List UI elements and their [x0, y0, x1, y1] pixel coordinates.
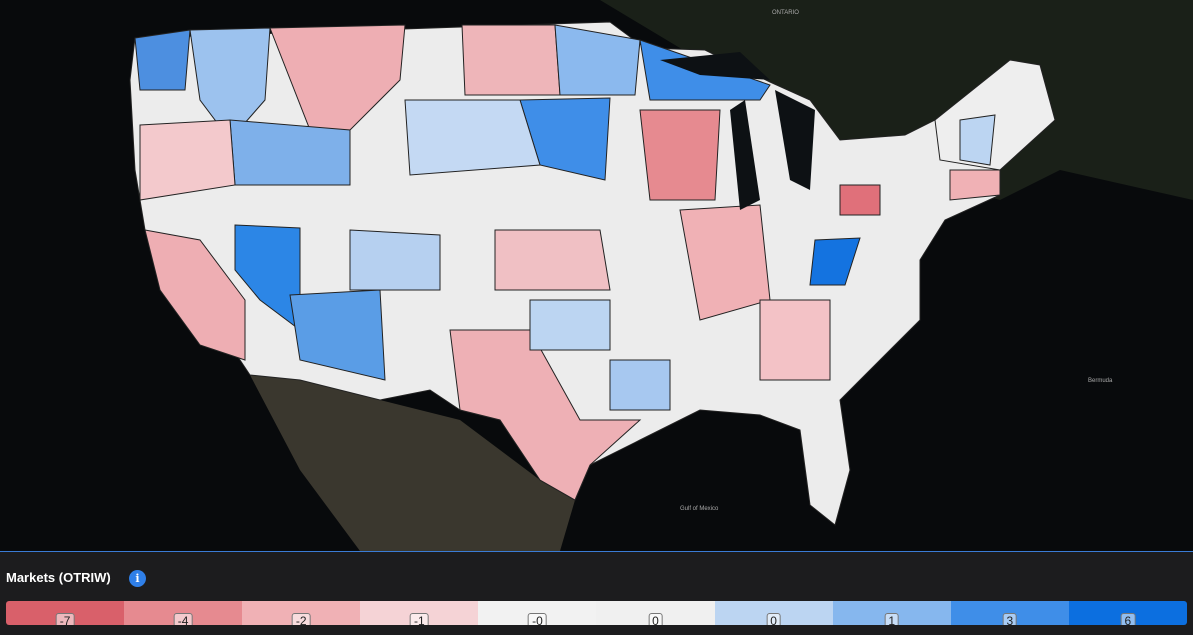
legend-label: 0: [648, 613, 663, 625]
region[interactable]: [494, 229, 611, 291]
legend-bin: -2: [242, 601, 361, 625]
lake: [730, 100, 760, 210]
legend-bin: -4: [124, 601, 243, 625]
region[interactable]: [144, 229, 246, 361]
region[interactable]: [289, 289, 386, 381]
legend-label: -0: [528, 613, 547, 625]
regions: [134, 24, 1056, 501]
region[interactable]: [461, 24, 561, 96]
legend-bin: 1: [832, 601, 951, 625]
lake: [660, 52, 770, 80]
region[interactable]: [639, 109, 721, 201]
lake: [775, 90, 815, 190]
region[interactable]: [609, 359, 671, 411]
place-label: Bermuda: [1088, 378, 1113, 384]
legend-bin: 3: [950, 601, 1069, 625]
legend-bin: -7: [6, 601, 125, 625]
legend-bin: -1: [360, 601, 479, 625]
region[interactable]: [959, 114, 996, 166]
info-icon[interactable]: i: [129, 570, 146, 587]
legend-bin: 6: [1068, 601, 1187, 625]
place-label: ONTARIO: [772, 10, 799, 16]
legend-label: -1: [409, 613, 429, 625]
region[interactable]: [349, 229, 441, 291]
region[interactable]: [839, 184, 881, 216]
region[interactable]: [809, 237, 861, 286]
region[interactable]: [449, 329, 642, 501]
region[interactable]: [234, 224, 301, 331]
mexico-land: [250, 375, 575, 551]
legend-label: -2: [291, 613, 311, 625]
legend-title: Markets (OTRIW): [6, 570, 111, 585]
legend-label: 1: [884, 613, 900, 625]
legend-label: 3: [1002, 613, 1018, 625]
region[interactable]: [949, 169, 1001, 201]
region[interactable]: [139, 119, 236, 201]
legend-label: -7: [55, 613, 75, 625]
legend-bin: 0: [596, 601, 715, 625]
canada-land: [600, 0, 1193, 200]
region[interactable]: [759, 299, 831, 381]
legend-scale: -7 -4 -2 -1 -0 0 0 1 3 6: [6, 601, 1187, 625]
legend-label: 6: [1120, 613, 1136, 625]
region[interactable]: [529, 299, 611, 351]
place-label: Gulf of Mexico: [680, 506, 719, 512]
legend-bin: 0: [714, 601, 833, 625]
region[interactable]: [229, 119, 351, 186]
map[interactable]: ONTARIO Gulf of Mexico Bermuda: [0, 0, 1193, 551]
legend-bin: -0: [478, 601, 597, 625]
legend-label: -4: [173, 613, 193, 625]
region[interactable]: [554, 24, 641, 96]
region[interactable]: [404, 99, 541, 176]
region[interactable]: [189, 27, 271, 141]
region[interactable]: [134, 29, 191, 91]
legend-label: 0: [766, 613, 781, 625]
region[interactable]: [269, 24, 406, 131]
legend: Markets (OTRIW) i -7 -4 -2 -1 -0 0 0 1 3 6: [0, 551, 1193, 635]
